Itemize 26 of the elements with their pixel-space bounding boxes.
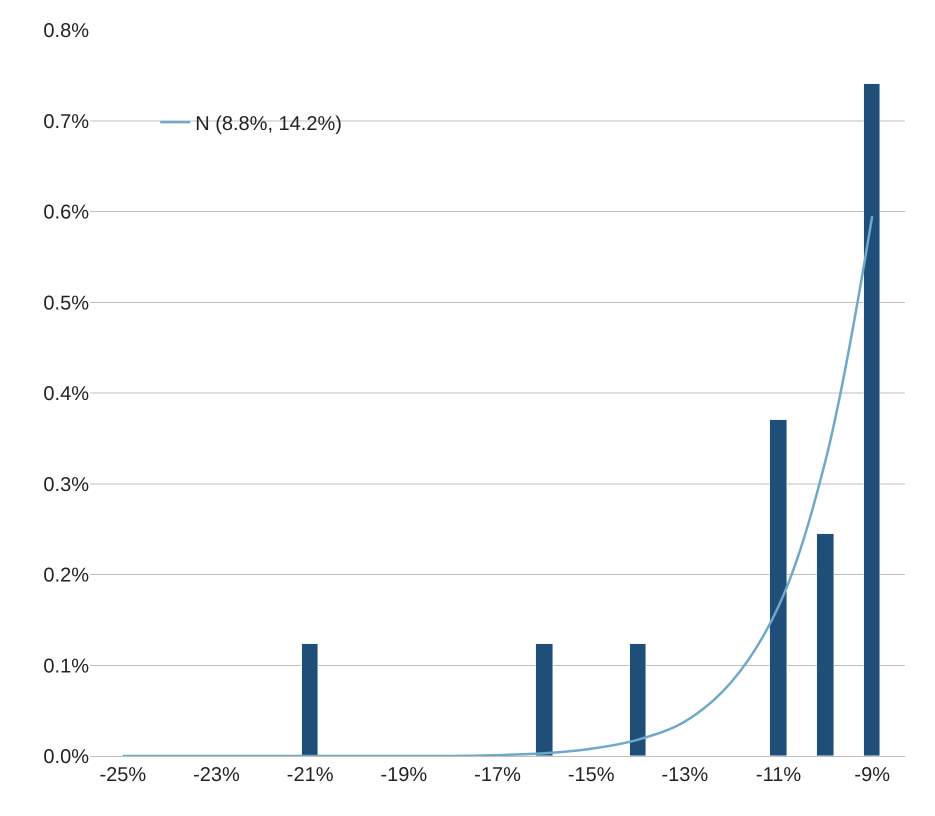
legend-label: N (8.8%, 14.2%): [195, 112, 342, 135]
bar: [816, 534, 834, 756]
y-tick-label: 0.5%: [43, 292, 90, 314]
bar: [864, 84, 880, 756]
line-series: [122, 214, 874, 756]
x-tick-label: -11%: [756, 764, 802, 786]
y-tick-label: 0.3%: [43, 474, 90, 496]
y-tick-label: 0.4%: [43, 383, 90, 405]
y-tick-label: 0.1%: [43, 655, 90, 678]
bar: [302, 644, 318, 756]
bar: [630, 644, 646, 756]
x-tick-label: -17%: [474, 764, 522, 786]
x-tick-label: -25%: [99, 764, 146, 786]
bar: [536, 644, 553, 756]
x-tick-label: -13%: [662, 764, 708, 786]
x-tick-label: -15%: [568, 764, 615, 786]
y-tick-label: 0.0%: [43, 746, 90, 768]
y-tick-label: 0.7%: [43, 110, 90, 133]
y-tick-label: 0.6%: [43, 202, 90, 224]
y-tick-label: 0.2%: [43, 564, 90, 586]
x-tick-label: -21%: [286, 764, 334, 786]
x-tick-label: -19%: [380, 764, 428, 786]
x-tick-label: -9%: [854, 764, 890, 786]
y-tick-label: 0.8%: [43, 20, 90, 42]
bar: [770, 420, 787, 756]
x-tick-label: -23%: [193, 764, 240, 786]
